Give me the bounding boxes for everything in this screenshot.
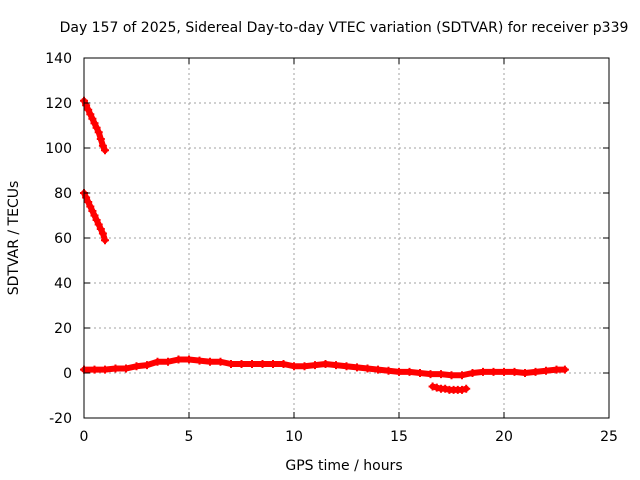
data-point: [94, 128, 103, 137]
data-point: [92, 123, 101, 132]
y-tick-label: 80: [54, 186, 72, 202]
y-tick-label: 100: [45, 141, 72, 157]
x-tick-label: 20: [495, 429, 513, 445]
data-point: [479, 367, 487, 376]
data-point: [521, 369, 529, 377]
data-point: [416, 369, 424, 377]
x-tick-labels: 0 5 10 15 20 25: [80, 429, 618, 445]
data-point: [227, 360, 235, 368]
data-point: [468, 369, 477, 377]
y-tick-label: 40: [54, 276, 72, 292]
data-point: [86, 202, 95, 211]
x-tick-label: 15: [390, 429, 408, 445]
data-point: [101, 365, 109, 374]
data-point: [84, 198, 93, 206]
data-point: [98, 229, 107, 238]
data-point: [552, 365, 561, 374]
data-point: [426, 370, 435, 379]
data-point: [195, 356, 204, 365]
data-point: [374, 365, 382, 374]
data-points: [80, 96, 569, 394]
data-point: [311, 361, 319, 370]
y-tick-label: 120: [45, 96, 72, 112]
x-tick-label: 10: [285, 429, 303, 445]
data-point: [164, 357, 172, 366]
data-point: [98, 141, 107, 150]
data-point: [300, 362, 309, 371]
data-point: [269, 360, 277, 368]
y-tick-label: 20: [54, 321, 72, 337]
data-point: [363, 364, 372, 373]
x-axis-title: GPS time / hours: [285, 458, 402, 474]
data-point: [321, 360, 330, 368]
data-point: [384, 366, 393, 375]
data-point: [92, 216, 101, 224]
data-point: [111, 364, 120, 373]
chart-title: Day 157 of 2025, Sidereal Day-to-day VTE…: [60, 20, 629, 36]
data-point: [174, 355, 183, 364]
series-segment-c: [80, 355, 569, 380]
data-point: [90, 211, 99, 220]
data-point: [489, 367, 498, 376]
data-point: [462, 384, 471, 393]
data-point: [82, 193, 91, 202]
y-tick-labels: -20 0 20 40 60 80 100 120 140: [45, 51, 72, 427]
data-point: [96, 135, 105, 143]
data-point: [405, 367, 414, 376]
y-axis-title: SDTVAR / TECUs: [6, 181, 22, 296]
data-point: [185, 355, 193, 364]
data-point: [88, 114, 97, 123]
data-point: [90, 365, 99, 374]
data-point: [86, 110, 95, 119]
y-tick-label: 140: [45, 51, 72, 67]
data-point: [428, 382, 437, 391]
data-point: [88, 207, 97, 215]
data-point: [560, 365, 569, 374]
data-point: [500, 367, 508, 376]
data-point: [237, 360, 246, 368]
data-point: [132, 362, 141, 371]
data-point: [290, 362, 298, 371]
data-point: [101, 146, 109, 155]
data-point: [84, 105, 93, 114]
x-tick-label: 0: [80, 429, 89, 445]
data-point: [395, 367, 403, 376]
data-point: [258, 360, 267, 368]
data-point: [458, 371, 466, 380]
data-point: [122, 364, 130, 373]
series-segment-a: [80, 96, 109, 155]
data-point: [206, 357, 214, 366]
y-tick-label: 0: [63, 366, 72, 382]
data-point: [353, 363, 361, 372]
data-point: [510, 367, 519, 376]
data-point: [216, 357, 225, 366]
series-segment-d: [428, 382, 471, 394]
data-point: [94, 220, 103, 229]
x-tick-label: 5: [185, 429, 194, 445]
x-tick-label: 25: [600, 429, 618, 445]
data-point: [458, 385, 466, 394]
data-point: [153, 357, 162, 366]
data-point: [441, 384, 450, 393]
axis-ticks: [83, 57, 610, 419]
y-tick-label: 60: [54, 231, 72, 247]
data-point: [279, 360, 288, 368]
data-point: [437, 370, 445, 379]
data-point: [531, 367, 540, 376]
data-point: [248, 360, 256, 368]
data-point: [447, 371, 456, 380]
data-point: [143, 361, 151, 370]
data-point: [96, 225, 105, 233]
data-point: [332, 361, 340, 370]
data-point: [101, 236, 109, 245]
data-point: [342, 362, 351, 371]
data-point: [90, 119, 99, 128]
data-point: [542, 366, 550, 375]
y-tick-label: -20: [49, 411, 72, 427]
data-point: [432, 383, 441, 392]
